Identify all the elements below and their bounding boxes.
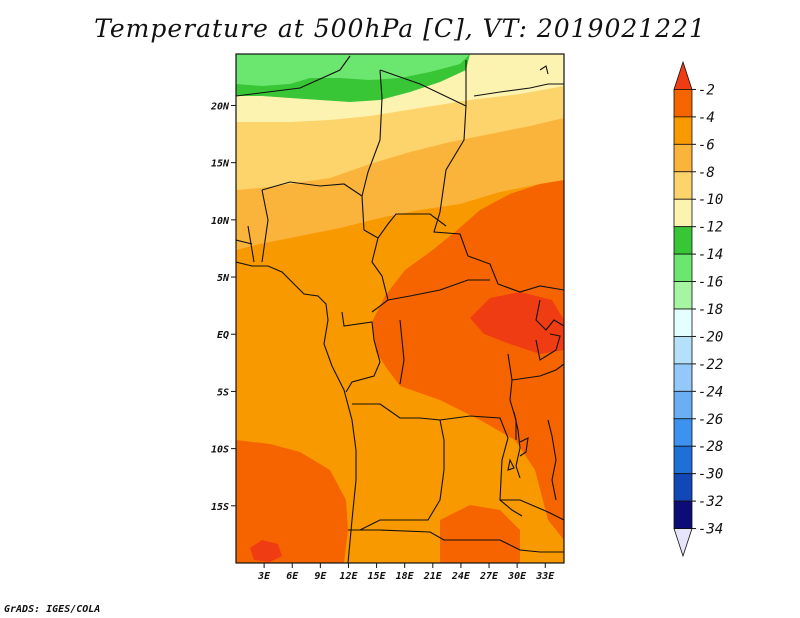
colorbar-label: -26 <box>698 412 723 428</box>
colorbar-segment <box>673 473 693 502</box>
colorbar-label: -28 <box>698 439 723 455</box>
latitude-axis: 20N 15N 10N 5N EQ 5S 10S 15S <box>210 101 236 513</box>
colorbar-segment <box>673 336 693 365</box>
lon-tick-label: 33E <box>535 571 555 582</box>
lat-tick-label: 10S <box>211 445 229 456</box>
lon-tick-label: 6E <box>286 571 299 582</box>
lat-tick-label: 10N <box>211 216 230 227</box>
colorbar-segment <box>673 281 693 310</box>
colorbar-segment <box>673 253 693 282</box>
colorbar-label: -10 <box>698 192 723 208</box>
longitude-axis: 3E 6E 9E 12E 15E 18E 21E 24E 27E 30E 33E <box>257 563 555 582</box>
colorbar: -2 -4 -6 -8 -10 -12 -14 -16 -18 -20 -22 -24 -26 -28 -3… <box>673 60 723 558</box>
lat-tick-label: 5S <box>217 387 229 398</box>
field-band-neg16 <box>236 54 470 86</box>
lon-tick-label: 21E <box>423 571 443 582</box>
field-band-neg2-southwest <box>250 540 282 562</box>
lat-tick-label: 20N <box>210 101 230 112</box>
colorbar-segment <box>673 500 693 529</box>
lat-tick-label: EQ <box>217 330 229 341</box>
colorbar-segment <box>673 528 693 558</box>
country-borders <box>236 55 564 563</box>
colorbar-label: -4 <box>698 110 715 126</box>
lon-tick-label: 3E <box>257 571 271 582</box>
colorbar-segment <box>673 143 693 173</box>
colorbar-segment <box>673 418 693 447</box>
colorbar-segment <box>673 390 693 420</box>
lon-tick-label: 27E <box>479 571 499 582</box>
colorbar-label: -34 <box>698 522 723 538</box>
map-frame <box>235 53 565 564</box>
colorbar-segment <box>673 445 693 475</box>
lon-tick-label: 30E <box>507 571 527 582</box>
temperature-field <box>236 54 564 563</box>
colorbar-segment <box>673 89 693 118</box>
colorbar-label: -18 <box>698 302 723 318</box>
lon-tick-label: 24E <box>451 571 471 582</box>
field-band-neg4-southwest <box>236 440 348 563</box>
colorbar-segment <box>673 116 693 145</box>
colorbar-label: -24 <box>698 384 723 400</box>
colorbar-label: -2 <box>698 82 715 98</box>
credit-label: GrADS: IGES/COLA <box>4 604 101 615</box>
colorbar-label: -14 <box>698 247 723 263</box>
lon-tick-label: 9E <box>314 571 327 582</box>
field-band-neg4 <box>372 180 564 540</box>
lon-tick-label: 12E <box>339 571 358 582</box>
lon-tick-label: 15E <box>368 571 387 582</box>
colorbar-label: -22 <box>698 357 723 373</box>
colorbar-label: -32 <box>698 494 723 510</box>
lat-tick-label: 5N <box>217 273 230 284</box>
lon-tick-label: 18E <box>396 571 415 582</box>
colorbar-segment <box>673 226 693 255</box>
colorbar-label: -16 <box>698 275 723 291</box>
lat-tick-label: 15S <box>211 502 229 513</box>
colorbar-segment <box>673 363 693 392</box>
colorbar-label: -12 <box>698 220 723 236</box>
colorbar-segment <box>673 171 693 200</box>
coastline-west <box>236 261 357 563</box>
colorbar-segment <box>673 198 693 228</box>
colorbar-label: -30 <box>698 467 723 483</box>
field-band-neg2-east <box>470 292 564 354</box>
chart-title: Temperature at 500hPa [C], VT: 201902122… <box>94 14 706 43</box>
colorbar-segment <box>673 60 693 90</box>
colorbar-label: -20 <box>698 329 723 345</box>
field-band-neg4-south <box>440 505 520 563</box>
colorbar-label: -8 <box>698 165 715 181</box>
colorbar-segment <box>673 308 693 337</box>
colorbar-label: -6 <box>698 137 715 153</box>
lat-tick-label: 15N <box>211 159 230 170</box>
